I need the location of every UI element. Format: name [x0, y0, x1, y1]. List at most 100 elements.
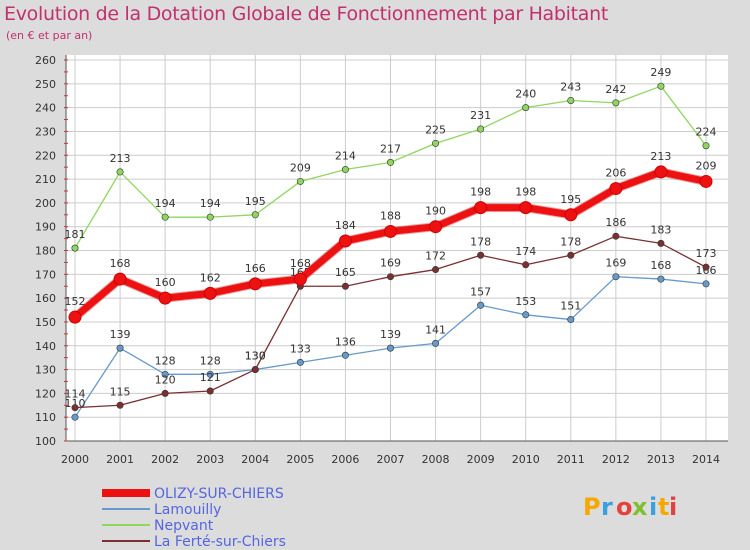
data-point: [384, 224, 397, 238]
data-label: 169: [380, 257, 401, 270]
data-point: [203, 286, 217, 300]
data-label: 165: [335, 266, 356, 279]
data-point: [432, 339, 440, 347]
y-tick-label: 220: [35, 149, 56, 162]
x-tick-label: 2001: [106, 453, 134, 466]
data-point: [386, 344, 394, 352]
data-label: 168: [290, 257, 311, 270]
y-tick-label: 170: [35, 268, 56, 281]
data-point: [657, 82, 665, 90]
data-point: [296, 358, 304, 366]
data-label: 184: [335, 219, 356, 232]
data-label: 121: [200, 371, 221, 384]
data-label: 206: [605, 167, 626, 180]
data-label: 114: [65, 388, 86, 401]
data-point: [432, 266, 440, 274]
data-point: [248, 277, 262, 291]
data-point: [113, 272, 127, 286]
series-olizy-sur-chiers: 152 168 160 162 166 168 184 188 190 198 198 195 206 2…: [65, 150, 717, 324]
data-label: 173: [696, 247, 717, 260]
logo-letter: x: [632, 493, 648, 521]
data-point: [477, 251, 485, 259]
y-tick-label: 100: [35, 435, 56, 448]
data-point: [474, 201, 488, 215]
logo-letter: i: [649, 493, 657, 521]
data-point: [116, 401, 124, 409]
data-label: 130: [245, 350, 266, 363]
data-label: 195: [560, 193, 581, 206]
data-point: [206, 213, 214, 221]
data-point: [654, 165, 668, 179]
x-tick-label: 2006: [331, 453, 359, 466]
data-point: [657, 239, 665, 247]
data-point: [702, 263, 710, 271]
data-point: [432, 139, 440, 147]
y-tick-label: 250: [35, 78, 56, 91]
data-label: 198: [515, 186, 536, 199]
data-point: [68, 310, 82, 324]
y-tick-label: 110: [35, 411, 56, 424]
x-tick-label: 2013: [647, 453, 675, 466]
data-point: [612, 232, 620, 240]
series-nepvant: 181 213 194 194 195 209 214 217 225 231 240 243 242 2…: [65, 66, 717, 252]
data-label: 139: [110, 328, 131, 341]
data-label: 166: [245, 262, 266, 275]
series-la-fert-sur-chiers: 1141151201211301651651691721781741781861…: [65, 216, 717, 412]
data-label: 120: [155, 373, 176, 386]
data-label: 243: [560, 80, 581, 93]
data-label: 217: [380, 142, 401, 155]
data-label: 133: [290, 342, 311, 355]
y-tick-label: 260: [35, 54, 56, 67]
data-point: [341, 351, 349, 359]
data-point: [657, 275, 665, 283]
data-label: 213: [110, 152, 131, 165]
data-label: 169: [605, 257, 626, 270]
data-point: [341, 282, 349, 290]
data-point: [251, 366, 259, 374]
y-tick-label: 130: [35, 364, 56, 377]
data-label: 240: [515, 88, 536, 101]
data-label: 183: [650, 223, 671, 236]
data-point: [293, 272, 307, 286]
y-tick-label: 160: [35, 292, 56, 305]
data-point: [522, 104, 530, 112]
data-point: [564, 208, 578, 222]
data-point: [702, 142, 710, 150]
data-point: [612, 273, 620, 281]
y-tick-label: 150: [35, 316, 56, 329]
data-label: 152: [65, 295, 86, 308]
legend-label: Nepvant: [154, 518, 214, 534]
data-label: 224: [696, 126, 717, 139]
data-label: 194: [200, 197, 221, 210]
x-tick-label: 2012: [602, 453, 630, 466]
data-point: [161, 370, 169, 378]
data-label: 194: [155, 197, 176, 210]
data-label: 242: [605, 83, 626, 96]
data-point: [612, 99, 620, 107]
y-tick-label: 240: [35, 102, 56, 115]
chart-title: Evolution de la Dotation Globale de Fonc…: [4, 3, 609, 25]
x-tick-label: 2010: [512, 453, 540, 466]
x-tick-label: 2005: [286, 453, 314, 466]
data-label: 115: [110, 385, 131, 398]
data-point: [567, 96, 575, 104]
data-point: [206, 387, 214, 395]
data-point: [338, 234, 352, 248]
data-label: 168: [110, 257, 131, 270]
y-tick-label: 230: [35, 125, 56, 138]
data-point: [522, 261, 530, 269]
data-point: [702, 280, 710, 288]
y-tick-label: 180: [35, 245, 56, 258]
data-label: 139: [380, 328, 401, 341]
data-label: 136: [335, 335, 356, 348]
x-tick-label: 2000: [61, 453, 89, 466]
x-tick-label: 2002: [151, 453, 179, 466]
logo-letter: t: [658, 493, 669, 521]
y-tick-label: 210: [35, 173, 56, 186]
data-point: [158, 291, 172, 305]
data-point: [71, 413, 79, 421]
data-label: 249: [650, 66, 671, 79]
